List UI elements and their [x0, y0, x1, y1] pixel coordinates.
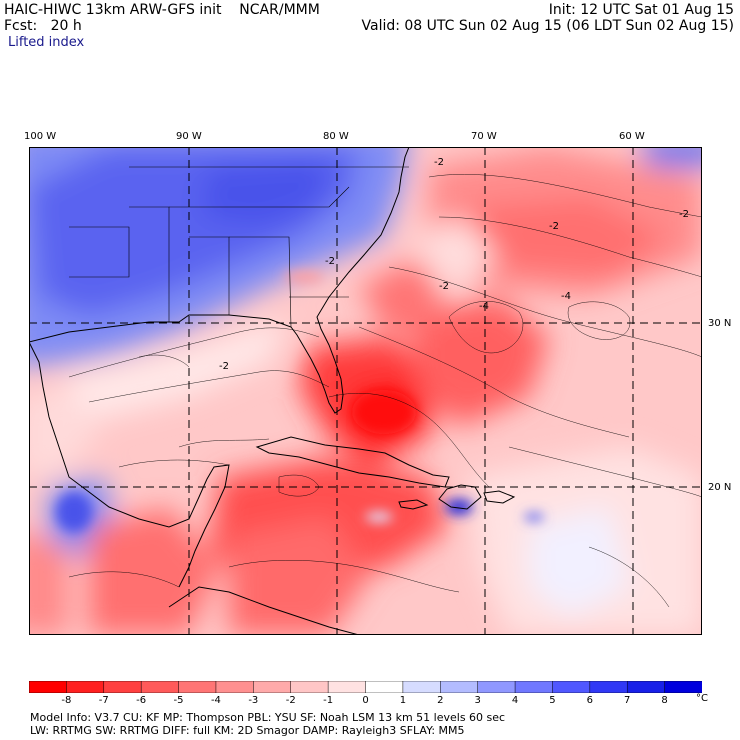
colorbar-swatch [477, 681, 516, 693]
lon-label-80w: 80 W [323, 131, 349, 142]
colorbar-swatch [514, 681, 554, 693]
contour-label: -4 [561, 291, 571, 302]
lon-label-100w: 100 W [24, 131, 57, 142]
colorbar-tick-label: 6 [586, 695, 594, 706]
contour-label: -2 [439, 281, 449, 292]
colorbar-swatch [552, 681, 591, 693]
lat-label-30n: 30 N [708, 318, 732, 329]
contour-label: -2 [325, 256, 335, 267]
model-info-line2: LW: RRTMG SW: RRTMG DIFF: full KM: 2D Sm… [30, 724, 465, 737]
colorbar-tick-label: -3 [248, 695, 259, 706]
colorbar-tick-label: 1 [399, 695, 407, 706]
coastlines [29, 147, 516, 635]
map-frame [29, 147, 702, 635]
state-borders [69, 166, 409, 328]
colorbar-tick-label: -7 [98, 695, 109, 706]
colorbar-tick-label: -6 [136, 695, 147, 706]
colorbar-tick-label: 0 [362, 695, 369, 706]
lon-label-60w: 60 W [619, 131, 645, 142]
contour-label: -2 [434, 157, 444, 168]
contour-label: -2 [549, 221, 559, 232]
field-name: Lifted index [8, 35, 85, 50]
colorbar-swatch [253, 681, 292, 693]
colorbar-tick-label: 3 [474, 695, 481, 706]
colorbar-tick-label: 5 [549, 695, 556, 706]
contour-label: -2 [679, 209, 689, 220]
model-title: HAIC-HIWC 13km ARW-GFS init NCAR/MMM [4, 2, 320, 18]
valid-time: Valid: 08 UTC Sun 02 Aug 15 (06 LDT Sun … [361, 18, 735, 34]
colorbar-tick-label: -4 [210, 695, 221, 706]
colorbar-swatch [402, 681, 442, 693]
latlon-grid [29, 147, 702, 635]
colorbar-swatch [29, 681, 68, 693]
colorbar-tick-label: -2 [285, 695, 296, 706]
colorbar-unit: °C [696, 693, 708, 704]
colorbar-tick-label: -8 [61, 695, 72, 706]
colorbar-swatch [626, 681, 666, 693]
colorbar [29, 681, 702, 693]
colorbar-tick-label: 8 [661, 695, 668, 706]
colorbar-swatch [66, 681, 105, 693]
colorbar-swatch [103, 681, 142, 693]
colorbar-tick-label: 2 [437, 695, 444, 706]
contour-label: -4 [479, 301, 489, 312]
model-info-line1: Model Info: V3.7 CU: KF MP: Thompson PBL… [30, 711, 506, 724]
lon-label-70w: 70 W [471, 131, 497, 142]
colorbar-swatch [440, 681, 479, 693]
colorbar-swatch [290, 681, 329, 693]
colorbar-swatch [327, 681, 367, 693]
colorbar-swatch [140, 681, 180, 693]
colorbar-swatch [589, 681, 628, 693]
colorbar-tick-label: -5 [173, 695, 184, 706]
colorbar-swatch [365, 681, 404, 693]
colorbar-swatch [215, 681, 255, 693]
init-time: Init: 12 UTC Sat 01 Aug 15 [548, 2, 734, 18]
colorbar-tick-label: 4 [511, 695, 519, 706]
colorbar-swatch [664, 681, 702, 693]
colorbar-tick-label: -1 [323, 695, 334, 706]
lat-label-20n: 20 N [708, 482, 732, 493]
li-contours [68, 174, 702, 608]
colorbar-tick-label: 7 [624, 695, 631, 706]
forecast-hour: Fcst: 20 h [4, 18, 82, 34]
contour-label: -2 [219, 361, 229, 372]
colorbar-swatch [178, 681, 217, 693]
lon-label-90w: 90 W [176, 131, 202, 142]
lifted-index-map: -2 -2 -2 -2 -4 -4 -2 -2 [29, 147, 702, 635]
